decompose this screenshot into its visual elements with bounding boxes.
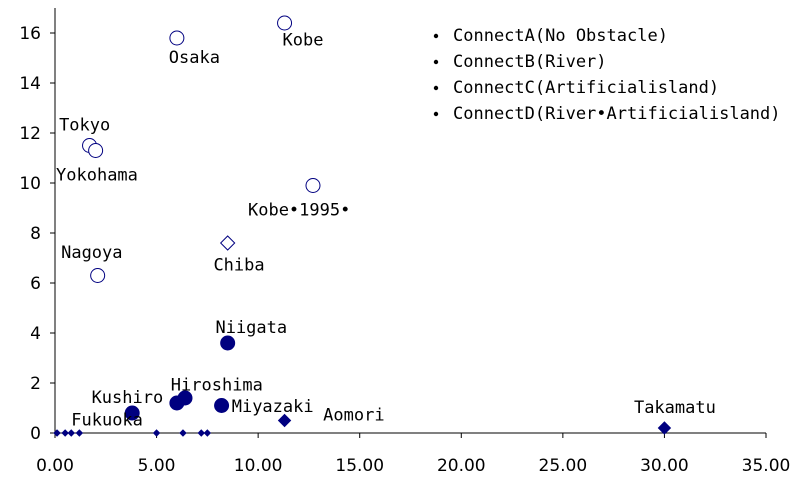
legend-bullet bbox=[433, 111, 439, 117]
point-label: Osaka bbox=[169, 48, 220, 68]
point-label: Aomori bbox=[323, 406, 384, 426]
data-point-3 bbox=[657, 421, 672, 435]
point-labels: Osaka Kobe Tokyo Yokohama Kobe•1995• Chiba Nag… bbox=[56, 31, 716, 431]
x-tick-label: 5.00 bbox=[138, 456, 176, 476]
legend-entry: ConnectB(River) bbox=[453, 52, 607, 72]
data-point-0 bbox=[277, 15, 293, 31]
data-point-3 bbox=[277, 413, 292, 428]
y-tick-label: 6 bbox=[30, 274, 41, 294]
legend-bullet bbox=[433, 85, 439, 91]
y-tick-label: 8 bbox=[30, 224, 41, 244]
data-point-0 bbox=[169, 30, 185, 46]
y-tick-label: 2 bbox=[30, 374, 41, 394]
data-point-3 bbox=[61, 429, 69, 437]
data-point-0 bbox=[90, 268, 106, 283]
data-point-3 bbox=[197, 429, 205, 437]
y-tick-label: 16 bbox=[19, 24, 41, 44]
data-point-0 bbox=[305, 178, 321, 193]
data-point-3 bbox=[179, 429, 187, 437]
y-tick-label: 12 bbox=[19, 124, 41, 144]
point-label: Kobe•1995• bbox=[248, 201, 350, 221]
y-tick-label: 4 bbox=[30, 324, 41, 344]
x-tick-label: 20.00 bbox=[437, 456, 486, 476]
point-label: Fukuoka bbox=[71, 411, 143, 431]
y-tick-label: 0 bbox=[30, 424, 41, 444]
point-label: Hiroshima bbox=[171, 376, 263, 396]
data-point-3 bbox=[75, 429, 84, 437]
x-tick-label: 35.00 bbox=[742, 456, 791, 476]
x-tick-label: 30.00 bbox=[640, 456, 689, 476]
point-label: Nagoya bbox=[61, 243, 122, 263]
axes: 0 2 4 6 8 10 12 14 16 0.00 5.00 10.00 15.00 20.00 25.0… bbox=[19, 8, 790, 476]
x-tick-label: 10.00 bbox=[234, 456, 283, 476]
data-point-3 bbox=[67, 429, 75, 437]
data-point-3 bbox=[152, 429, 161, 437]
legend-bullet bbox=[433, 59, 439, 65]
data-points bbox=[53, 15, 672, 437]
point-label: Miyazaki bbox=[232, 397, 314, 417]
legend: ConnectA(No Obstacle) ConnectB(River) Conn… bbox=[433, 26, 781, 124]
point-label: Niigata bbox=[215, 318, 287, 338]
y-tick-label: 10 bbox=[19, 174, 41, 194]
data-point-1 bbox=[124, 405, 140, 421]
x-tick-label: 25.00 bbox=[539, 456, 588, 476]
point-label: Kushiro bbox=[92, 388, 164, 408]
legend-entry: ConnectC(Artificialisland) bbox=[453, 78, 719, 98]
legend-bullet bbox=[433, 33, 439, 39]
x-tick-label: 0.00 bbox=[36, 456, 74, 476]
data-point-1 bbox=[220, 335, 236, 351]
y-tick-label: 14 bbox=[19, 74, 41, 94]
data-point-3 bbox=[203, 429, 212, 437]
point-label: Yokohama bbox=[56, 166, 138, 186]
legend-entry: ConnectA(No Obstacle) bbox=[453, 26, 668, 46]
data-point-3 bbox=[53, 429, 61, 437]
data-point-1 bbox=[214, 398, 230, 413]
point-label: Takamatu bbox=[634, 398, 716, 418]
data-point-1 bbox=[177, 390, 193, 406]
x-tick-label: 15.00 bbox=[335, 456, 384, 476]
data-point-0 bbox=[88, 143, 104, 158]
data-point-2 bbox=[219, 235, 236, 251]
point-label: Tokyo bbox=[59, 116, 110, 136]
legend-entry: ConnectD(River•Artificialisland) bbox=[453, 104, 781, 124]
point-label: Chiba bbox=[213, 256, 264, 276]
point-label: Kobe bbox=[283, 31, 324, 51]
